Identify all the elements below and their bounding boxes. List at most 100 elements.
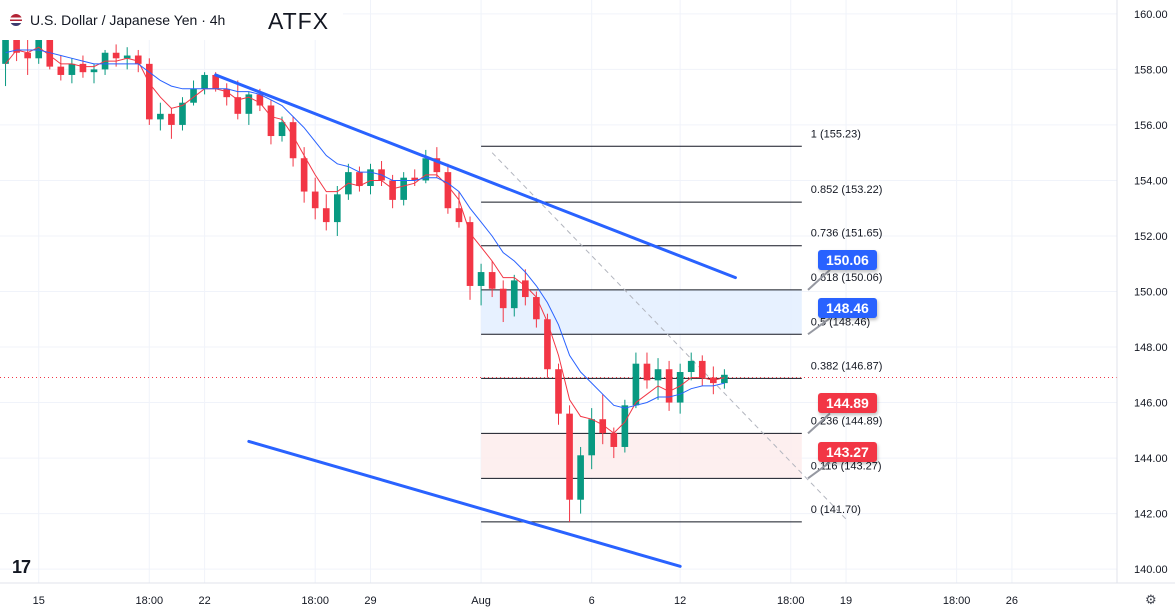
fib-level-label: 0.382 (146.87) (811, 360, 883, 372)
candle-body (455, 208, 463, 223)
candle-body (466, 222, 474, 286)
price-tick-label: 140.00 (1134, 564, 1168, 576)
resistance-zone (481, 289, 802, 335)
fib-level-label: 0 (141.70) (811, 504, 861, 516)
gear-icon[interactable]: ⚙ (1145, 592, 1157, 607)
candle-body (411, 177, 419, 181)
moving-averages (5, 46, 725, 434)
fib-zones (481, 289, 802, 479)
support-zone (481, 433, 802, 479)
candle-body (665, 369, 673, 403)
candle-body (687, 360, 695, 373)
candle-body (311, 191, 319, 209)
candle-body (698, 360, 706, 378)
candle-body (588, 419, 595, 456)
time-axis[interactable]: 15 18:00 22 18:00 29 Aug 6 12 18:00 19 18:00 26 (0, 582, 1175, 607)
candle-body (234, 97, 242, 114)
price-tick-label: 150.00 (1134, 287, 1168, 299)
time-tick-label: 18:00 (301, 595, 329, 607)
candle-body (145, 63, 153, 120)
candle-body (566, 413, 573, 500)
tag-pointer-line (807, 412, 831, 435)
tag-pointer-line (807, 317, 831, 336)
fib-level-label: 0.5 (148.46) (811, 316, 870, 328)
symbol-title[interactable]: U.S. Dollar / Japanese Yen · 4h (30, 12, 226, 28)
candle-body (356, 172, 363, 187)
lower-channel-line (247, 439, 682, 568)
upper-channel-line (214, 73, 737, 280)
time-tick-label: 18:00 (777, 595, 805, 607)
price-tag-144-89[interactable]: 144.89 (818, 393, 877, 414)
candle-body (721, 374, 728, 384)
projection-dashed-line (491, 152, 847, 520)
candle-body (212, 74, 219, 89)
candle-body (278, 122, 286, 137)
candle-body (499, 288, 507, 309)
candle-body (123, 55, 131, 59)
candle-body (333, 194, 341, 223)
candle-body (367, 169, 374, 187)
price-tag-143-27[interactable]: 143.27 (818, 442, 877, 463)
fib-level-label: 0.236 (144.89) (811, 415, 883, 427)
tag-pointer-line (807, 269, 831, 291)
candle-body (676, 372, 684, 403)
time-tick-label: 15 (33, 595, 45, 607)
candle-body (610, 433, 618, 447)
candle-body (245, 94, 253, 114)
candle-body (389, 180, 396, 200)
fib-level-label: 0.736 (151.65) (811, 228, 883, 240)
time-tick-label: Aug (471, 595, 491, 607)
price-tick-label: 148.00 (1134, 342, 1168, 354)
candle-body (190, 88, 197, 103)
ema-fast-line (5, 46, 725, 434)
price-tag-148-46[interactable]: 148.46 (818, 298, 877, 319)
fib-level-label: 0.852 (153.22) (811, 184, 883, 196)
brand-logo: ATFX (268, 8, 330, 34)
price-tick-label: 152.00 (1134, 231, 1168, 243)
candle-body (533, 297, 540, 320)
candle-body (599, 419, 607, 434)
candle-body (68, 63, 76, 75)
price-tick-label: 154.00 (1134, 175, 1168, 187)
tag-pointer-line (807, 461, 831, 480)
candle-body (179, 102, 186, 125)
candle-body (433, 158, 441, 173)
candle-body (422, 158, 430, 181)
time-tick-label: 22 (198, 595, 210, 607)
fib-level-label: 1 (155.23) (811, 128, 861, 140)
time-tick-label: 29 (364, 595, 376, 607)
candle-body (577, 455, 584, 500)
candle-body (134, 55, 142, 64)
price-axis[interactable]: 160.00 158.00 156.00 154.00 152.00 150.00 148.… (1116, 0, 1168, 583)
price-tick-label: 142.00 (1134, 509, 1168, 521)
time-tick-label: 19 (840, 595, 852, 607)
candle-body (57, 66, 65, 75)
candle-body (621, 405, 629, 447)
candle-body (256, 94, 264, 106)
candle-body (289, 122, 297, 159)
price-tick-label: 158.00 (1134, 64, 1168, 76)
time-tick-label: 18:00 (943, 595, 971, 607)
candle-body (444, 172, 452, 209)
candle-body (488, 272, 496, 289)
tradingview-logo[interactable]: 17 (12, 557, 31, 577)
trend-channel[interactable] (214, 73, 737, 568)
tag-pointers (807, 269, 831, 480)
candle-body (654, 369, 662, 381)
price-tick-label: 146.00 (1134, 398, 1168, 410)
fib-level-label: 0.618 (150.06) (811, 272, 883, 284)
fibonacci-retracement: 1 (155.23) 0.852 (153.22) 0.736 (151.65) 0.… (481, 128, 883, 523)
candle-body (544, 319, 551, 370)
usd-jpy-flag-icon (10, 14, 22, 26)
candle-body (24, 52, 31, 59)
time-tick-label: 18:00 (136, 595, 164, 607)
price-tick-label: 156.00 (1134, 120, 1168, 132)
price-tick-label: 144.00 (1134, 453, 1168, 465)
chart-header: U.S. Dollar / Japanese Yen · 4h (0, 0, 343, 40)
candle-body (46, 33, 54, 67)
candle-body (157, 113, 164, 120)
candle-body (400, 177, 407, 200)
ema-slow-line (5, 49, 725, 409)
price-tag-150-06[interactable]: 150.06 (818, 249, 877, 270)
